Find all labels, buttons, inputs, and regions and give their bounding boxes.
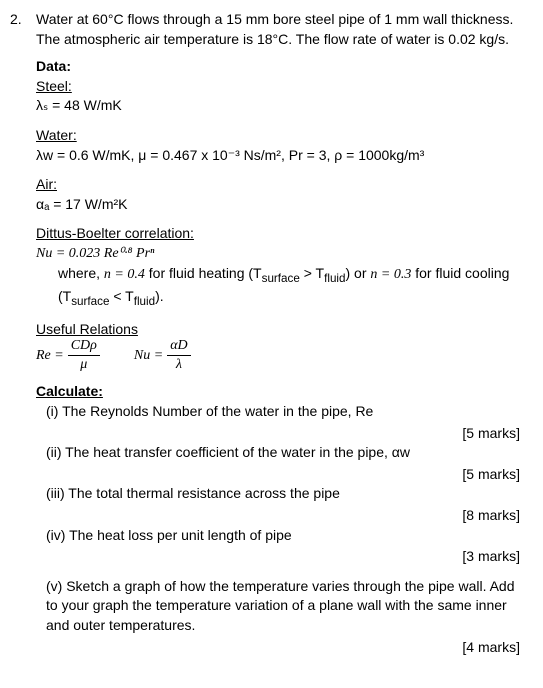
sub-surf: surface bbox=[262, 271, 300, 284]
gt: > T bbox=[300, 265, 324, 281]
re-frac: CDρ μ bbox=[68, 339, 100, 372]
re-den: μ bbox=[68, 356, 100, 372]
marks-ii: [5 marks] bbox=[36, 465, 520, 485]
air-alpha: αₐ = 17 W/m²K bbox=[36, 195, 520, 215]
dittus-label: Dittus-Boelter correlation: bbox=[36, 224, 520, 244]
marks-iii: [8 marks] bbox=[36, 506, 520, 526]
air-label: Air: bbox=[36, 175, 520, 195]
nu-den: λ bbox=[167, 356, 190, 372]
sub-fluid2: fluid bbox=[134, 294, 155, 307]
sub-fluid1: fluid bbox=[324, 271, 345, 284]
relations-row: Re = CDρ μ Nu = αD λ bbox=[36, 339, 520, 372]
steel-lambda: λₛ = 48 W/mK bbox=[36, 96, 520, 116]
n1: n = 0.4 bbox=[104, 267, 145, 282]
water-props: λw = 0.6 W/mK, μ = 0.467 x 10⁻³ Ns/m², P… bbox=[36, 146, 520, 166]
dittus-formula: Nu = 0.023 Re⁰·⁸ Prⁿ bbox=[36, 244, 520, 264]
nu-num: αD bbox=[167, 339, 190, 356]
part-v: (v) Sketch a graph of how the temperatur… bbox=[46, 577, 520, 636]
question-content: Water at 60°C flows through a 15 mm bore… bbox=[36, 10, 520, 657]
question-block: 2. Water at 60°C flows through a 15 mm b… bbox=[10, 10, 520, 657]
calculate-label: Calculate: bbox=[36, 382, 103, 402]
re-eq: Re = bbox=[36, 346, 64, 366]
useful-label: Useful Relations bbox=[36, 320, 520, 340]
part-i: (i) The Reynolds Number of the water in … bbox=[46, 402, 520, 422]
nu-frac: αD λ bbox=[167, 339, 190, 372]
marks-iv: [3 marks] bbox=[36, 547, 520, 567]
part-iii: (iii) The total thermal resistance acros… bbox=[46, 484, 520, 504]
n2: n = 0.3 bbox=[370, 267, 411, 282]
lt: < T bbox=[109, 288, 133, 304]
where-pre: where, bbox=[58, 265, 104, 281]
re-num: CDρ bbox=[68, 339, 100, 356]
where-mid: for fluid heating (T bbox=[145, 265, 262, 281]
marks-v: [4 marks] bbox=[36, 638, 520, 658]
part-ii: (ii) The heat transfer coefficient of th… bbox=[46, 443, 520, 463]
data-label: Data: bbox=[36, 57, 520, 77]
sub-surf2: surface bbox=[71, 294, 109, 307]
dittus-where: where, n = 0.4 for fluid heating (Tsurfa… bbox=[58, 264, 520, 310]
paren: ) or bbox=[346, 265, 371, 281]
question-number: 2. bbox=[10, 10, 36, 657]
marks-i: [5 marks] bbox=[36, 424, 520, 444]
end: ). bbox=[155, 288, 164, 304]
part-iv: (iv) The heat loss per unit length of pi… bbox=[46, 526, 520, 546]
water-label: Water: bbox=[36, 126, 520, 146]
steel-label: Steel: bbox=[36, 77, 520, 97]
intro-text: Water at 60°C flows through a 15 mm bore… bbox=[36, 10, 520, 49]
nu-eq: Nu = bbox=[134, 346, 163, 366]
